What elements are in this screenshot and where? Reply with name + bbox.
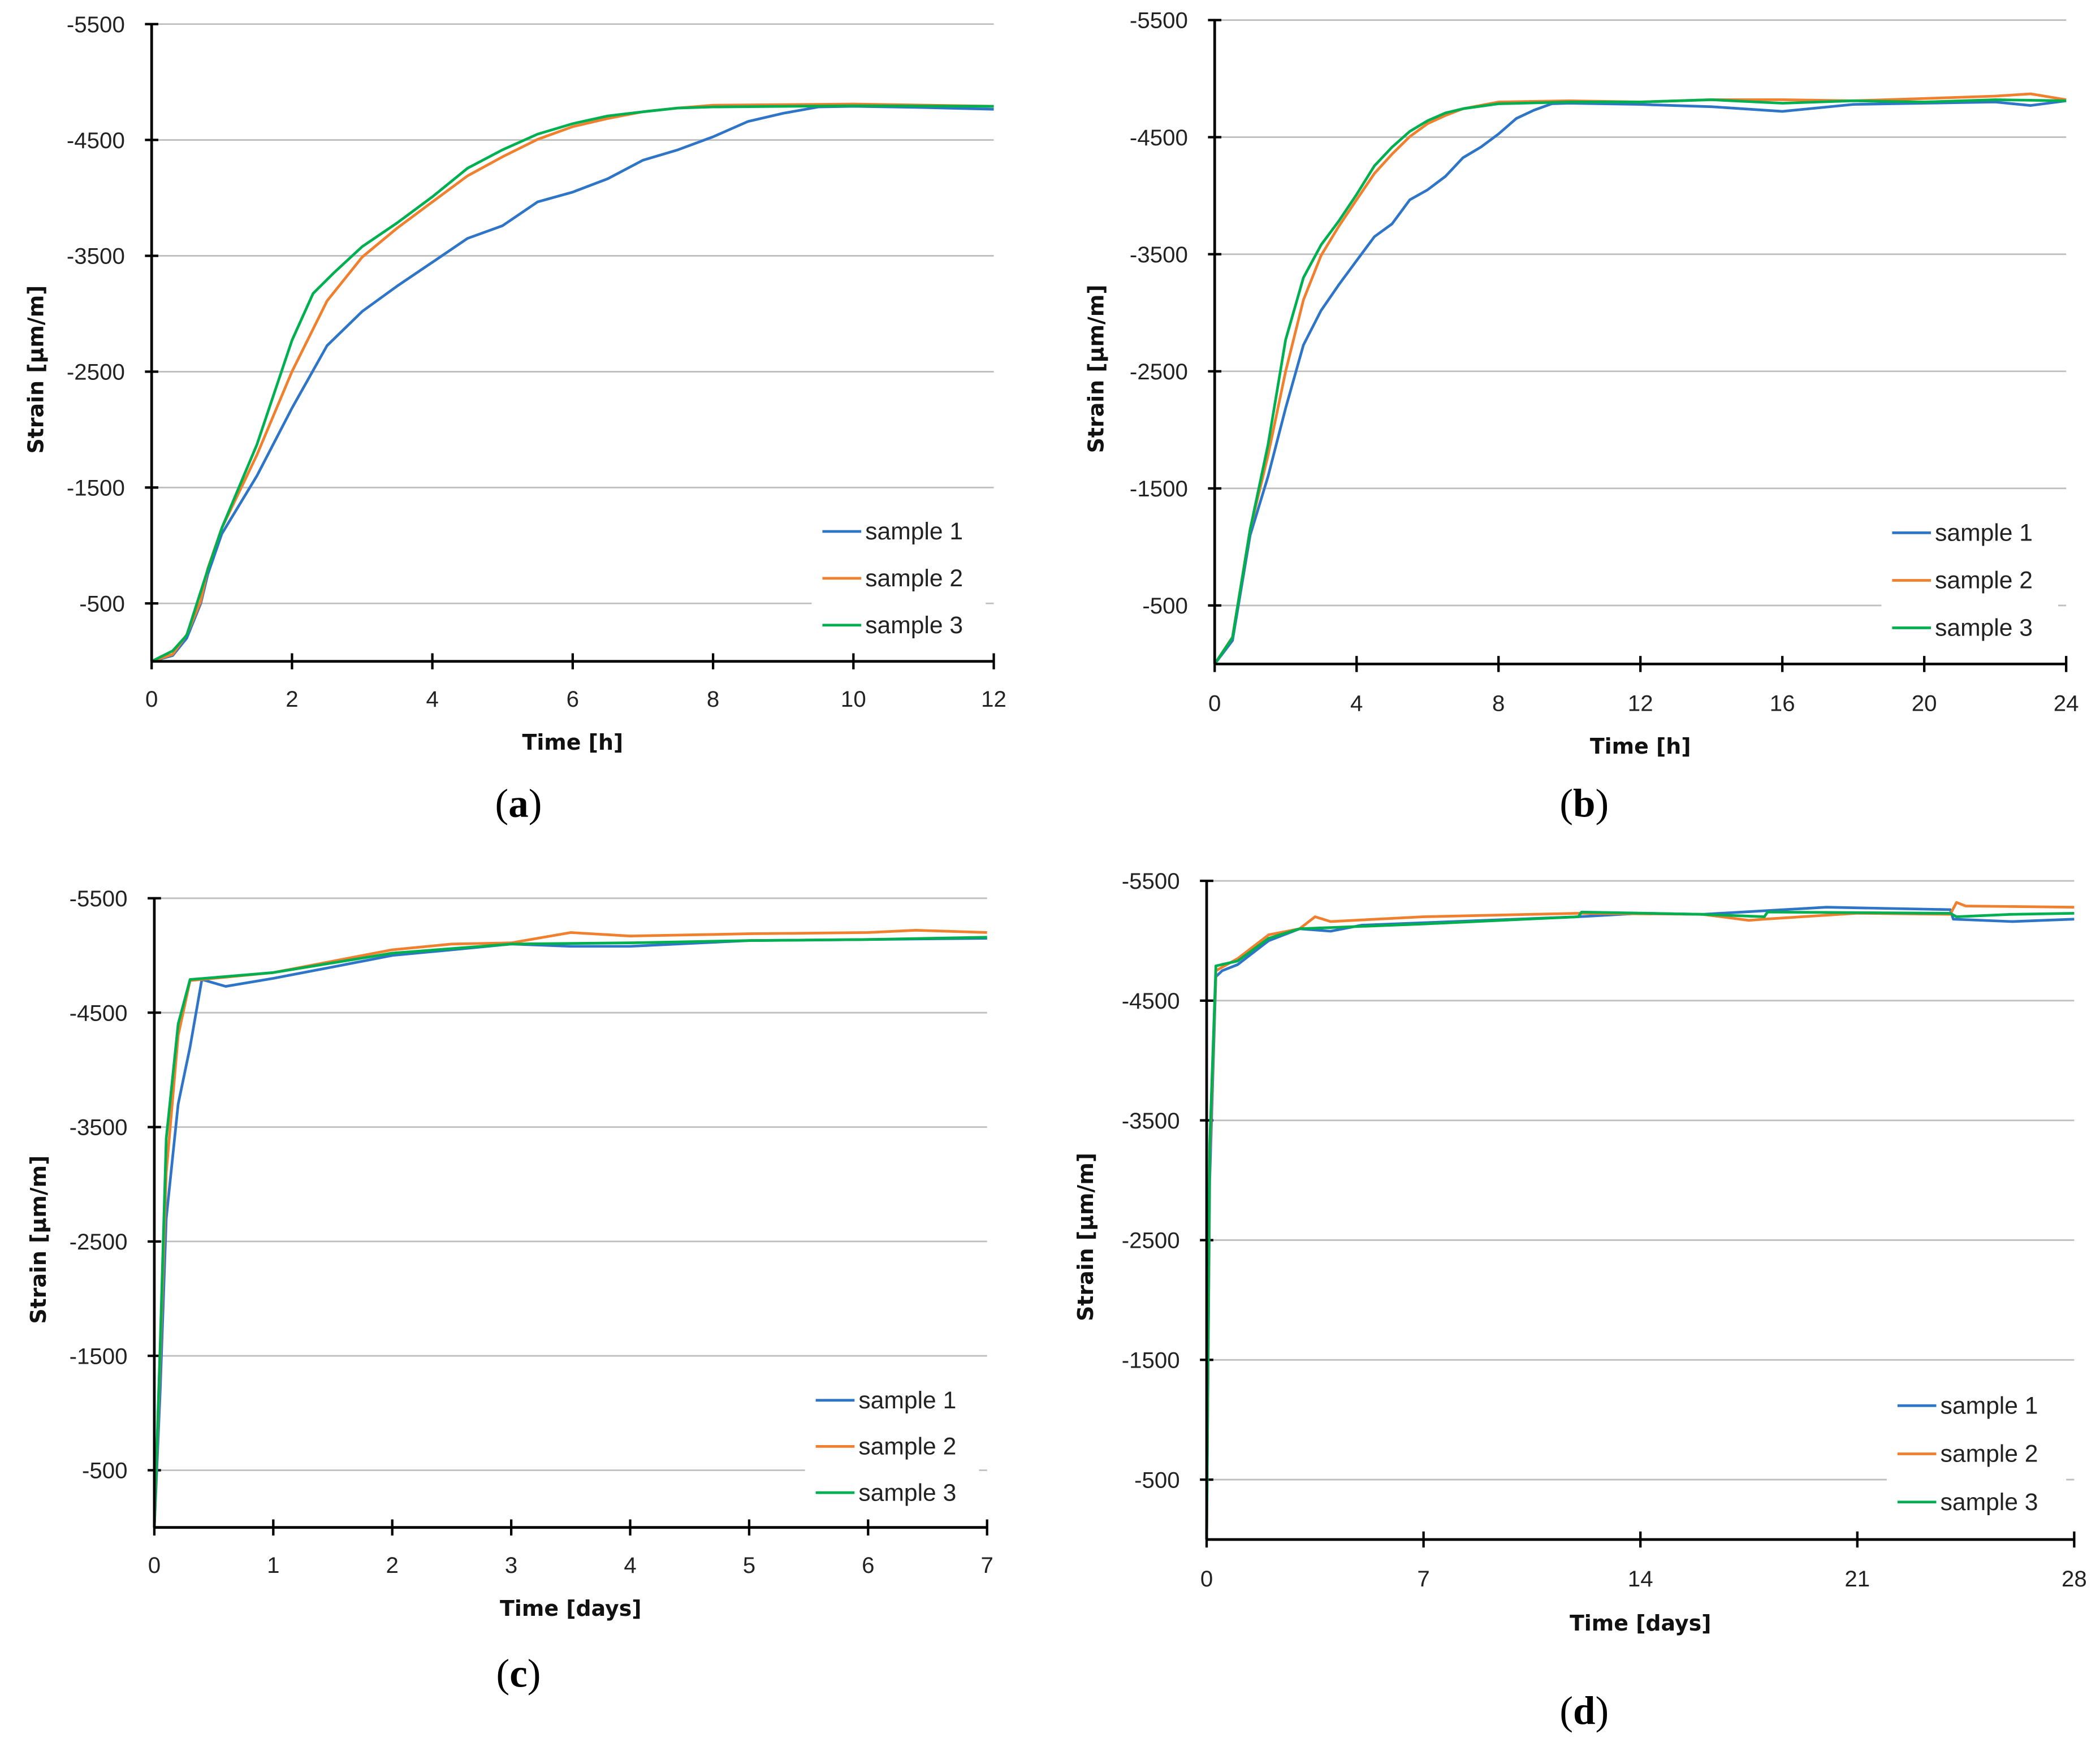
series-line-sample-3 bbox=[1213, 98, 2067, 665]
legend-label: sample 3 bbox=[1935, 615, 2033, 642]
panel-letter: a bbox=[508, 781, 529, 825]
x-tick-label: 4 bbox=[426, 686, 438, 712]
y-axis-title: Strain [µm/m] bbox=[1073, 1153, 1098, 1321]
y-tick-label: -500 bbox=[79, 591, 125, 616]
panel-label: (c) bbox=[496, 1651, 541, 1696]
y-tick-label: -3500 bbox=[1130, 242, 1188, 267]
panel-label: (d) bbox=[1559, 1689, 1609, 1733]
x-tick-label: 28 bbox=[2062, 1566, 2087, 1592]
x-tick-label: 10 bbox=[841, 686, 866, 712]
legend-label: sample 3 bbox=[865, 612, 963, 639]
panel-label: (b) bbox=[1559, 781, 1609, 825]
y-tick-label: -5500 bbox=[67, 12, 125, 37]
y-axis-title: Strain [µm/m] bbox=[26, 1156, 51, 1324]
x-tick-label: 0 bbox=[1208, 690, 1221, 716]
x-tick-label: 24 bbox=[2054, 690, 2079, 716]
x-tick-label: 6 bbox=[567, 686, 579, 712]
y-tick-label: -4500 bbox=[70, 1000, 128, 1026]
x-tick-label: 3 bbox=[505, 1553, 517, 1578]
y-tick-label: -500 bbox=[82, 1458, 128, 1484]
legend-label: sample 2 bbox=[858, 1433, 956, 1460]
y-tick-label: -5500 bbox=[1122, 868, 1180, 894]
x-tick-label: 12 bbox=[1628, 690, 1653, 716]
y-tick-label: -4500 bbox=[1122, 988, 1180, 1014]
series-line-sample-3 bbox=[1205, 910, 2075, 1540]
legend-label: sample 1 bbox=[858, 1387, 956, 1414]
x-tick-label: 21 bbox=[1844, 1566, 1870, 1592]
y-tick-label: -3500 bbox=[1122, 1108, 1180, 1134]
x-tick-label: 8 bbox=[1492, 690, 1505, 716]
x-tick-label: 12 bbox=[981, 686, 1006, 712]
x-tick-label: 7 bbox=[1417, 1566, 1429, 1592]
legend-label: sample 1 bbox=[1935, 520, 2033, 547]
panel-letter: b bbox=[1573, 781, 1596, 825]
panel-label: (a) bbox=[495, 781, 542, 825]
x-tick-label: 7 bbox=[981, 1553, 993, 1578]
series-line-sample-1 bbox=[151, 105, 994, 663]
y-tick-label: -2500 bbox=[70, 1229, 128, 1255]
x-tick-label: 5 bbox=[743, 1553, 755, 1578]
legend-label: sample 1 bbox=[1941, 1392, 2038, 1419]
x-tick-label: 1 bbox=[267, 1553, 279, 1578]
x-tick-label: 16 bbox=[1770, 690, 1795, 716]
y-tick-label: -1500 bbox=[1122, 1347, 1180, 1373]
x-axis-title: Time [days] bbox=[1570, 1611, 1712, 1636]
y-tick-label: -5500 bbox=[1130, 8, 1188, 33]
x-tick-label: 14 bbox=[1628, 1566, 1653, 1592]
chart-panel-c: -500 -1500 -2500 -3500 -4500 -5500 0 1 2 3 4 5 6 7 Tim… bbox=[26, 886, 993, 1696]
y-tick-label: -2500 bbox=[67, 360, 125, 385]
legend-label: sample 2 bbox=[1941, 1441, 2038, 1468]
legend-label: sample 3 bbox=[1941, 1489, 2038, 1516]
chart-panel-b: -500 -1500 -2500 -3500 -4500 -5500 0 4 8 12 16 20 24… bbox=[1084, 8, 2079, 826]
legend-label: sample 1 bbox=[865, 518, 963, 545]
series-line-sample-3 bbox=[153, 936, 987, 1528]
series-line-sample-1 bbox=[153, 937, 987, 1528]
x-tick-label: 2 bbox=[386, 1553, 399, 1578]
x-tick-label: 0 bbox=[148, 1553, 161, 1578]
x-tick-label: 4 bbox=[624, 1553, 636, 1578]
x-tick-label: 20 bbox=[1912, 690, 1937, 716]
y-axis-title: Strain [µm/m] bbox=[23, 286, 48, 454]
y-tick-label: -3500 bbox=[67, 244, 125, 269]
legend-label: sample 3 bbox=[858, 1479, 956, 1506]
x-tick-label: 2 bbox=[286, 686, 298, 712]
panel-letter: c bbox=[509, 1651, 528, 1696]
y-axis-title: Strain [µm/m] bbox=[1084, 284, 1109, 453]
y-tick-label: -3500 bbox=[70, 1115, 128, 1140]
x-axis-title: Time [days] bbox=[500, 1596, 642, 1621]
y-tick-label: -4500 bbox=[67, 128, 125, 153]
y-tick-label: -500 bbox=[1142, 593, 1188, 619]
series-line-sample-2 bbox=[153, 929, 987, 1528]
x-axis-title: Time [h] bbox=[522, 730, 623, 755]
y-tick-label: -4500 bbox=[1130, 125, 1188, 150]
legend-label: sample 2 bbox=[1935, 567, 2033, 594]
x-tick-label: 4 bbox=[1350, 690, 1363, 716]
y-tick-label: -500 bbox=[1134, 1467, 1180, 1493]
x-axis-title: Time [h] bbox=[1590, 734, 1691, 759]
x-tick-label: 8 bbox=[707, 686, 719, 712]
x-tick-label: 0 bbox=[145, 686, 158, 712]
series-line-sample-1 bbox=[1213, 99, 2067, 665]
y-tick-label: -2500 bbox=[1122, 1228, 1180, 1253]
y-tick-label: -2500 bbox=[1130, 359, 1188, 384]
y-tick-label: -1500 bbox=[1130, 476, 1188, 501]
series-line-sample-3 bbox=[151, 104, 994, 663]
y-tick-label: -5500 bbox=[70, 886, 128, 911]
panel-letter: d bbox=[1573, 1689, 1596, 1733]
legend-label: sample 2 bbox=[865, 565, 963, 592]
chart-panel-a: -500 -1500 -2500 -3500 -4500 -5500 0 2 4 6 8 10 12 Ti… bbox=[23, 12, 1006, 826]
y-tick-label: -1500 bbox=[70, 1343, 128, 1369]
x-tick-label: 6 bbox=[862, 1553, 874, 1578]
x-tick-label: 0 bbox=[1200, 1566, 1213, 1592]
y-tick-label: -1500 bbox=[67, 475, 125, 501]
chart-panel-d: -500 -1500 -2500 -3500 -4500 -5500 0 7 14 21 28 Tim… bbox=[1073, 868, 2087, 1733]
